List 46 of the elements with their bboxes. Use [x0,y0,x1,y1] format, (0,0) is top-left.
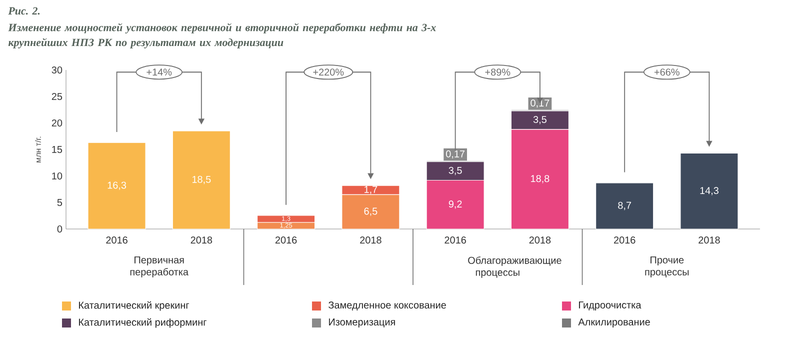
text: Первичная переработка [130,256,189,278]
data-label: 3,5 [448,166,462,176]
y-tick-label: 10 [52,172,62,180]
data-label: 0,17 [446,150,465,159]
y-tick-label: 5 [57,199,62,206]
data-label: 3,5 [533,116,546,124]
x-tick-label: 2016 [444,236,466,244]
legend-label: Изомеризация [329,318,395,328]
x-tick-label: 2016 [614,236,636,244]
annotation: +89% [485,68,510,76]
y-tick-label: 30 [52,66,62,74]
y-tick-label: 15 [52,146,62,153]
x-tick-label: 2016 [106,236,128,244]
data-label: 18,8 [531,175,550,184]
chart-subtitle: Изменение мощностей установок первичной и вторичной переработки нефти на 3-х крупнейших НПЗ РК по результатам их модернизации [8,23,436,48]
x-tick-label: 2018 [698,236,720,244]
chart-title: Рис. 2. [8,7,40,15]
text: Прочие процессы [645,256,689,278]
bar [680,152,738,230]
legend-label: Каталитический риформинг [79,318,206,328]
bar [88,142,146,230]
legend-label: Замедленное коксование [328,302,446,310]
data-label: 8,7 [618,202,632,210]
x-tick-label: 2016 [275,236,297,244]
y-tick-label: 25 [52,92,62,100]
bar [172,130,230,230]
y-tick-label: 20 [52,119,62,127]
x-tick-label: 2018 [190,236,212,244]
data-label: 16,3 [108,182,126,190]
legend-label: Алкилирование [578,318,650,328]
annotation: +220% [313,68,344,76]
x-tick-label: 2018 [360,236,382,244]
data-label: 14,3 [700,186,718,196]
text: Облагораживающие процессы [468,256,562,278]
x-tick-label: 2018 [529,236,551,244]
legend-label: Гидроочистка [579,302,642,310]
data-label: 1,7 [364,186,378,194]
data-label: 0,17 [530,99,550,108]
annotation: +66% [654,68,680,76]
data-label: 9,2 [448,200,462,209]
y-tick-label: 0 [57,225,62,233]
annotation: +14% [146,68,172,76]
data-label: 6,5 [364,208,378,216]
data-label: 18,5 [192,176,211,184]
bar [596,182,654,230]
legend-label: Каталитический крекинг [79,301,190,311]
